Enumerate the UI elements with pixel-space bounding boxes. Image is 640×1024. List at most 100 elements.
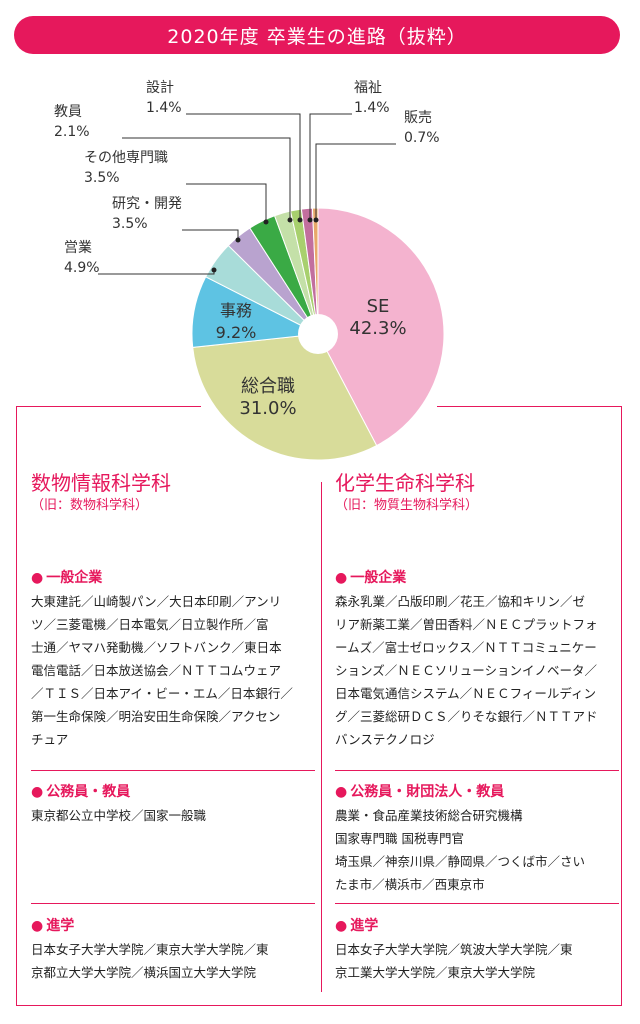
slice-label: 営業 bbox=[64, 240, 92, 256]
section-title: 公務員・財団法人・教員 bbox=[350, 784, 505, 800]
section-body: 日本女子大学大学院／東京大学大学院／東 京都立大学大学院／横浜国立大学大学院 bbox=[31, 938, 315, 984]
section-title: 一般企業 bbox=[46, 570, 103, 586]
slice-value-label: 1.4% bbox=[146, 100, 182, 116]
section-title: 進学 bbox=[350, 918, 379, 934]
section-graduate: ● 進学 日本女子大学大学院／筑波大学大学院／東 京工業大学大学院／東京大学大学院 bbox=[335, 916, 619, 984]
section-title: 進学 bbox=[46, 918, 75, 934]
slice-value-label: 1.4% bbox=[354, 100, 390, 116]
slice-label: 事務 bbox=[220, 301, 252, 320]
column-divider bbox=[321, 482, 322, 992]
list-line: グ／三菱総研ＤＣＳ／りそな銀行／ＮＴＴアド bbox=[335, 709, 598, 724]
section-divider bbox=[31, 903, 315, 904]
list-line: ／ＴＩＳ／日本アイ・ビー・エム／日本銀行／ bbox=[31, 686, 293, 701]
slice-label: SE bbox=[367, 296, 390, 317]
section-divider bbox=[31, 770, 315, 771]
slice-value-label: 9.2% bbox=[216, 323, 257, 342]
leader-line bbox=[98, 270, 215, 275]
pie-slice-9 bbox=[311, 207, 319, 335]
pie-slice-0 bbox=[317, 207, 445, 447]
bullet-icon: ● bbox=[31, 918, 44, 934]
leader-dot bbox=[313, 217, 319, 223]
list-line: 森永乳業／凸版印刷／花王／協和キリン／ゼ bbox=[335, 594, 586, 609]
department-former-name: （旧：物質生物科学科） bbox=[335, 498, 479, 513]
leader-dot bbox=[287, 217, 293, 223]
bullet-icon: ● bbox=[31, 784, 44, 800]
list-line: 第一生命保険／明治安田生命保険／アクセン bbox=[31, 709, 281, 724]
leader-line bbox=[309, 113, 352, 220]
slice-label: 教員 bbox=[54, 104, 82, 120]
slice-value-label: 0.7% bbox=[404, 130, 440, 146]
list-line: ツ／三菱電機／日本電気／日立製作所／富 bbox=[31, 617, 269, 632]
list-line: リア新薬工業／曽田香料／ＮＥＣプラットフォ bbox=[335, 617, 598, 632]
department-former-name: （旧：数物科学科） bbox=[31, 498, 149, 513]
section-body: 森永乳業／凸版印刷／花王／協和キリン／ゼ リア新薬工業／曽田香料／ＮＥＣプラット… bbox=[335, 590, 619, 751]
department-name: 数物情報科学科 bbox=[31, 471, 171, 495]
section-public: ● 公務員・教員 東京都公立中学校／国家一般職 bbox=[31, 782, 315, 827]
section-public: ● 公務員・財団法人・教員 農業・食品産業技術総合研究機構 国家専門職 国税専門官… bbox=[335, 782, 619, 896]
section-body: 日本女子大学大学院／筑波大学大学院／東 京工業大学大学院／東京大学大学院 bbox=[335, 938, 619, 984]
leader-line bbox=[186, 113, 301, 220]
section-title: 一般企業 bbox=[350, 570, 407, 586]
list-line: 埼玉県／神奈川県／静岡県／つくば市／さい bbox=[335, 854, 586, 869]
section-body: 東京都公立中学校／国家一般職 bbox=[31, 804, 315, 827]
leader-line bbox=[122, 137, 291, 220]
leader-dot bbox=[297, 217, 303, 223]
leader-line bbox=[315, 143, 396, 220]
list-line: 国家専門職 国税専門官 bbox=[335, 831, 464, 846]
pie-center-hole bbox=[298, 314, 338, 354]
list-line: 農業・食品産業技術総合研究機構 bbox=[335, 808, 523, 823]
section-divider bbox=[335, 903, 619, 904]
list-line: 京工業大学大学院／東京大学大学院 bbox=[335, 965, 536, 980]
list-line: ームズ／富士ゼロックス／ＮＴＴコミュニケー bbox=[335, 640, 597, 655]
list-line: 電信電話／日本放送協会／ＮＴＴコムウェア bbox=[31, 663, 282, 678]
slice-label: 研究・開発 bbox=[112, 196, 182, 212]
slice-label: 設計 bbox=[146, 80, 174, 96]
bullet-icon: ● bbox=[335, 784, 348, 800]
leader-dot bbox=[307, 217, 313, 223]
list-line: たま市／横浜市／西東京市 bbox=[335, 877, 485, 892]
leader-dot bbox=[211, 267, 217, 273]
leader-line bbox=[186, 183, 267, 222]
slice-value-label: 31.0% bbox=[239, 398, 296, 419]
list-line: 士通／ヤマハ発動機／ソフトバンク／東日本 bbox=[31, 640, 282, 655]
slice-label: 総合職 bbox=[241, 376, 295, 397]
slice-value-label: 2.1% bbox=[54, 124, 90, 140]
list-line: 日本女子大学大学院／筑波大学大学院／東 bbox=[335, 942, 573, 957]
slice-value-label: 4.9% bbox=[64, 260, 100, 276]
panel-border-left bbox=[16, 406, 201, 407]
list-line: バンステクノロジ bbox=[335, 732, 435, 747]
department-column-chemistry: 化学生命科学科 （旧：物質生物科学科） ● 一般企業 森永乳業／凸版印刷／花王／協… bbox=[335, 470, 619, 980]
section-divider bbox=[335, 770, 619, 771]
bullet-icon: ● bbox=[335, 918, 348, 934]
list-line: チュア bbox=[31, 732, 69, 747]
bullet-icon: ● bbox=[335, 570, 348, 586]
section-companies: ● 一般企業 大東建託／山崎製パン／大日本印刷／アンリ ツ／三菱電機／日本電気／日… bbox=[31, 568, 315, 751]
destinations-panel: 数物情報科学科 （旧：数物科学科） ● 一般企業 大東建託／山崎製パン／大日本印刷… bbox=[16, 406, 622, 1006]
slice-value-label: 3.5% bbox=[84, 170, 120, 186]
department-column-physics: 数物情報科学科 （旧：数物科学科） ● 一般企業 大東建託／山崎製パン／大日本印刷… bbox=[31, 470, 315, 980]
list-line: 大東建託／山崎製パン／大日本印刷／アンリ bbox=[31, 594, 282, 609]
leader-dot bbox=[235, 237, 241, 243]
leader-line bbox=[182, 229, 239, 240]
list-line: 京都立大学大学院／横浜国立大学大学院 bbox=[31, 965, 257, 980]
bullet-icon: ● bbox=[31, 570, 44, 586]
section-body: 農業・食品産業技術総合研究機構 国家専門職 国税専門官 埼玉県／神奈川県／静岡県… bbox=[335, 804, 619, 896]
pie-slice-1 bbox=[192, 333, 378, 461]
section-body: 大東建託／山崎製パン／大日本印刷／アンリ ツ／三菱電機／日本電気／日立製作所／富… bbox=[31, 590, 315, 751]
leader-dot bbox=[263, 219, 269, 225]
slice-value-label: 3.5% bbox=[112, 216, 148, 232]
slice-label: その他専門職 bbox=[84, 150, 168, 166]
list-line: 東京都公立中学校／国家一般職 bbox=[31, 808, 207, 823]
chart-title: 2020年度 卒業生の進路（抜粋） bbox=[14, 16, 620, 54]
section-companies: ● 一般企業 森永乳業／凸版印刷／花王／協和キリン／ゼ リア新薬工業／曽田香料／Ｎ… bbox=[335, 568, 619, 751]
section-title: 公務員・教員 bbox=[46, 784, 131, 800]
list-line: ションズ／ＮＥＣソリューションイノベータ／ bbox=[335, 663, 598, 678]
section-graduate: ● 進学 日本女子大学大学院／東京大学大学院／東 京都立大学大学院／横浜国立大学大… bbox=[31, 916, 315, 984]
slice-label: 福祉 bbox=[354, 80, 382, 96]
panel-border-right bbox=[437, 406, 622, 407]
slice-value-label: 42.3% bbox=[349, 318, 406, 339]
list-line: 日本電気通信システム／ＮＥＣフィールディン bbox=[335, 686, 597, 701]
department-name: 化学生命科学科 bbox=[335, 471, 475, 495]
slice-label: 販売 bbox=[404, 110, 432, 126]
